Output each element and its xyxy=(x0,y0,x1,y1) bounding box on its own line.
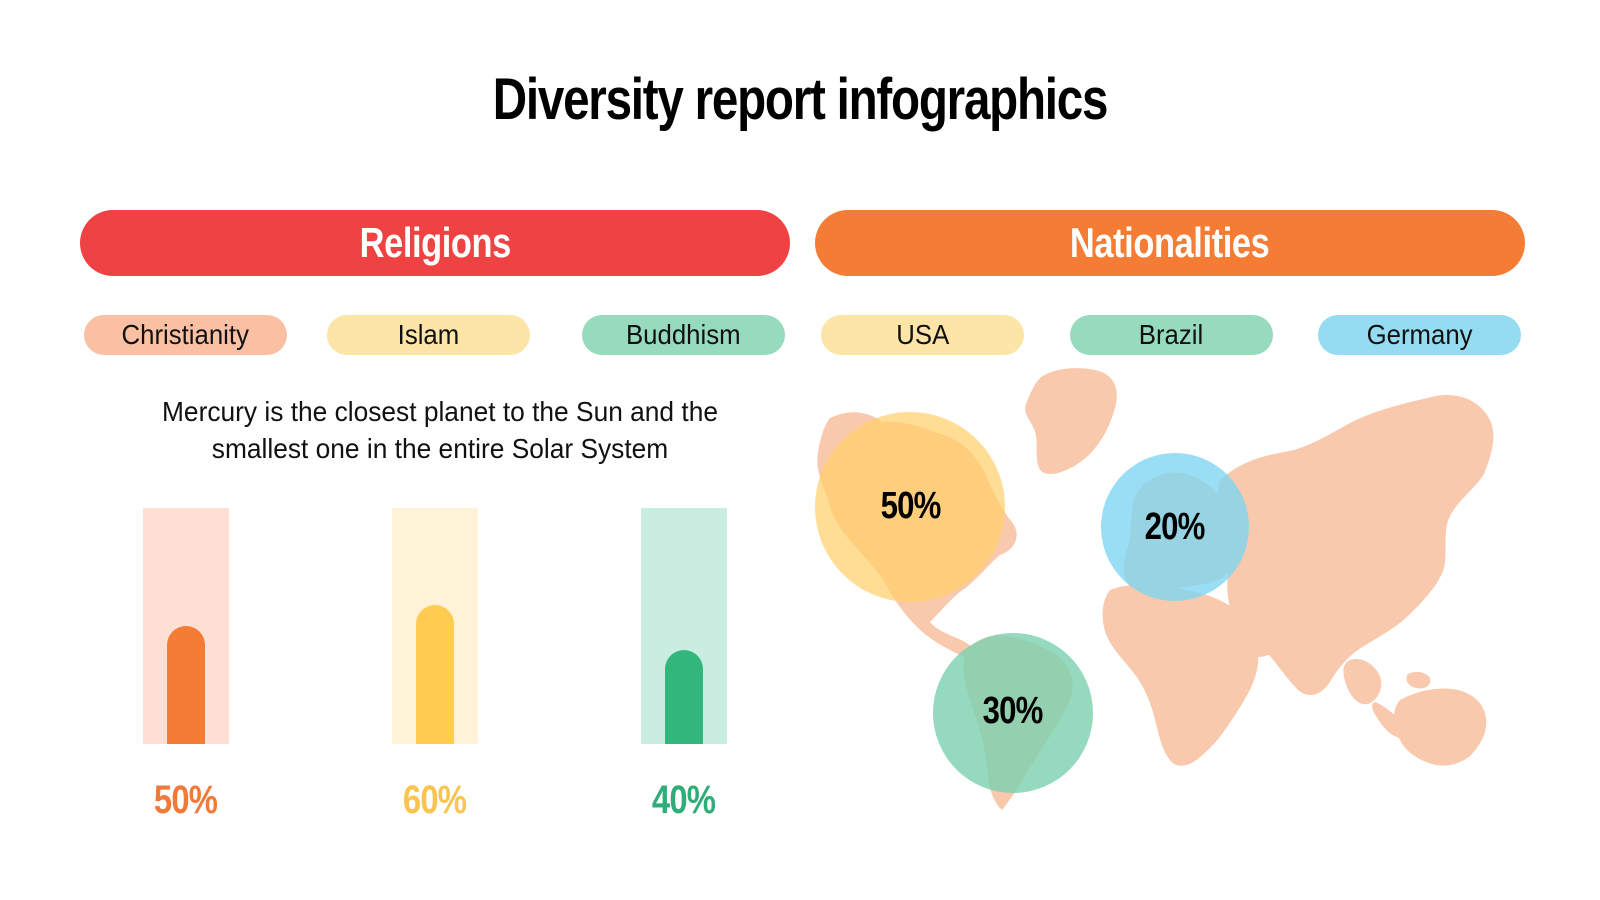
religions-header-text: Religions xyxy=(359,219,511,266)
nationalities-header-text: Nationalities xyxy=(1070,219,1270,266)
legend-germany: Germany xyxy=(1318,315,1521,355)
legend-christianity: Christianity xyxy=(84,315,287,355)
description-content: Mercury is the closest planet to the Sun… xyxy=(162,396,718,464)
legend-label: Brazil xyxy=(1139,319,1204,350)
bar-fill-christianity xyxy=(167,626,205,744)
value-text: 40% xyxy=(652,778,716,822)
usa-value: 50% xyxy=(841,485,981,528)
value-christianity: 50% xyxy=(96,778,276,823)
value-text: 50% xyxy=(154,778,218,822)
value-islam: 60% xyxy=(345,778,525,823)
legend-label: USA xyxy=(896,319,949,350)
world-map xyxy=(790,360,1530,840)
legend-label: Islam xyxy=(397,319,460,350)
bar-christianity xyxy=(143,508,229,744)
legend-brazil: Brazil xyxy=(1070,315,1273,355)
bar-buddhism xyxy=(641,508,727,744)
bar-fill-buddhism xyxy=(665,650,703,744)
value-text: 60% xyxy=(403,778,467,822)
legend-buddhism: Buddhism xyxy=(582,315,785,355)
legend-islam: Islam xyxy=(327,315,530,355)
germany-bubble xyxy=(1101,453,1249,601)
nationalities-header: Nationalities xyxy=(815,210,1525,276)
bar-fill-islam xyxy=(416,605,454,744)
brazil-value-text: 30% xyxy=(983,690,1044,732)
usa-bubble xyxy=(815,412,1005,602)
legend-label: Germany xyxy=(1366,319,1473,350)
bar-islam xyxy=(392,508,478,744)
legend-usa: USA xyxy=(821,315,1024,355)
world-map-icon xyxy=(815,368,1494,810)
description-text: Mercury is the closest planet to the Sun… xyxy=(90,393,790,467)
germany-value-text: 20% xyxy=(1145,506,1206,548)
usa-value-text: 50% xyxy=(881,485,942,527)
value-buddhism: 40% xyxy=(594,778,774,823)
page-title-text: Diversity report infographics xyxy=(492,67,1109,132)
legend-label: Buddhism xyxy=(626,319,741,350)
legend-label: Christianity xyxy=(121,319,250,350)
germany-value: 20% xyxy=(1105,506,1245,549)
brazil-value: 30% xyxy=(943,690,1083,733)
page-title: Diversity report infographics xyxy=(144,66,1456,133)
brazil-bubble xyxy=(933,633,1093,793)
religions-header: Religions xyxy=(80,210,790,276)
